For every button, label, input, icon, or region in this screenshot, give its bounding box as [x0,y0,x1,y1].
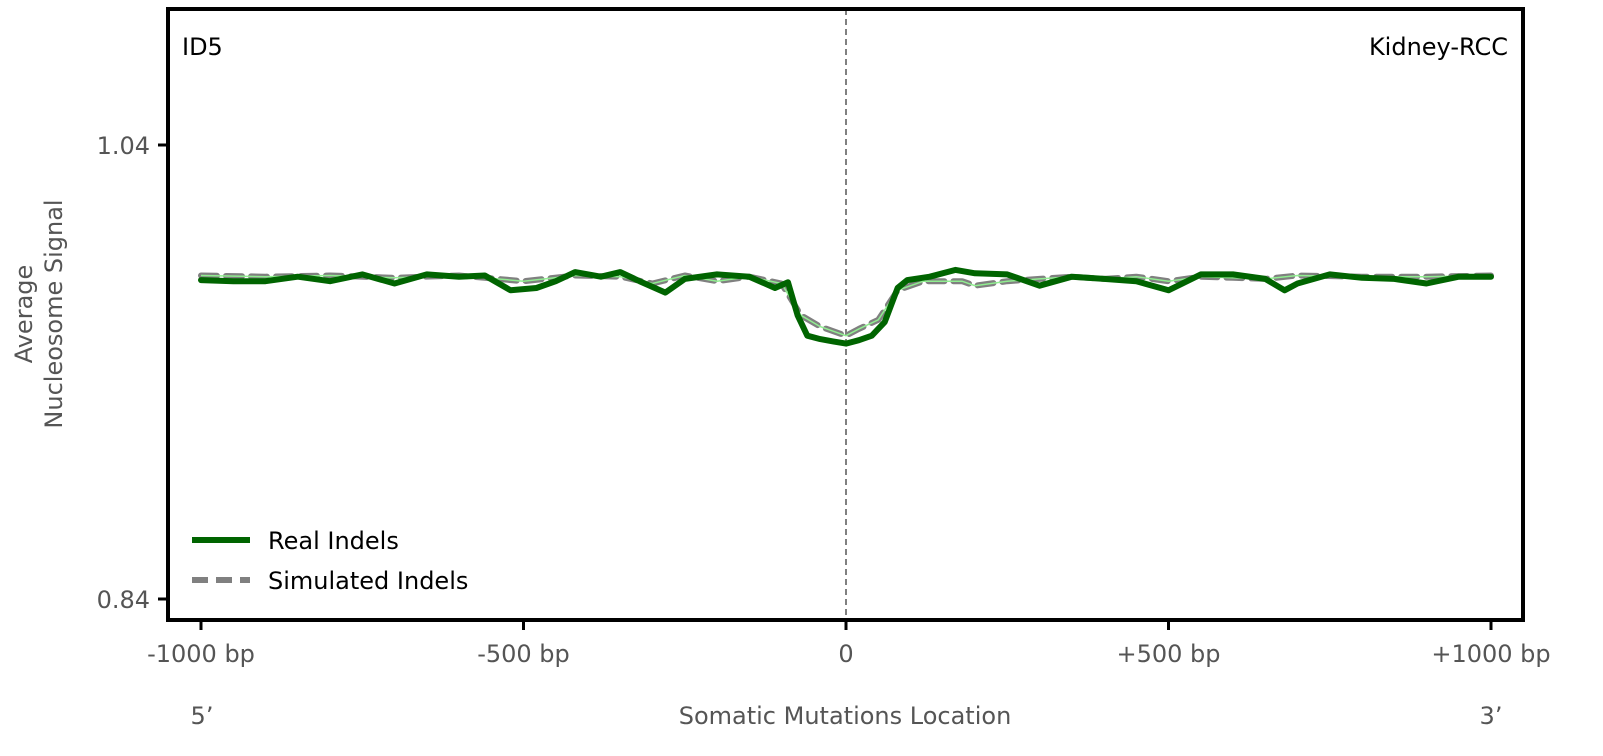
series-layer [198,266,1494,347]
legend-real-label: Real Indels [268,527,399,555]
legend-simulated-label: Simulated Indels [268,567,468,595]
x-tick-label: -1000 bp [147,640,255,668]
legend: Real Indels Simulated Indels [192,527,468,595]
five-prime-label: 5’ [191,702,214,730]
x-tick-label: 0 [838,640,853,668]
series-line-real [198,266,1494,347]
three-prime-label: 3’ [1480,702,1503,730]
tick-layer: -1000 bp -500 bp 0 +500 bp +1000 bp 0.84 1.04 [97,132,1551,668]
subtype-label: ID5 [182,33,223,61]
x-tick-label: +500 bp [1116,640,1220,668]
y-tick-label: 1.04 [97,132,150,160]
tissue-label: Kidney-RCC [1369,33,1508,61]
y-axis-title-line2: Nucleosome Signal [40,199,68,428]
x-tick-label: +1000 bp [1431,640,1550,668]
y-axis-title-line1: Average [10,265,38,364]
x-axis-title: Somatic Mutations Location [679,702,1012,730]
x-tick-label: -500 bp [477,640,570,668]
y-tick-label: 0.84 [97,586,150,614]
